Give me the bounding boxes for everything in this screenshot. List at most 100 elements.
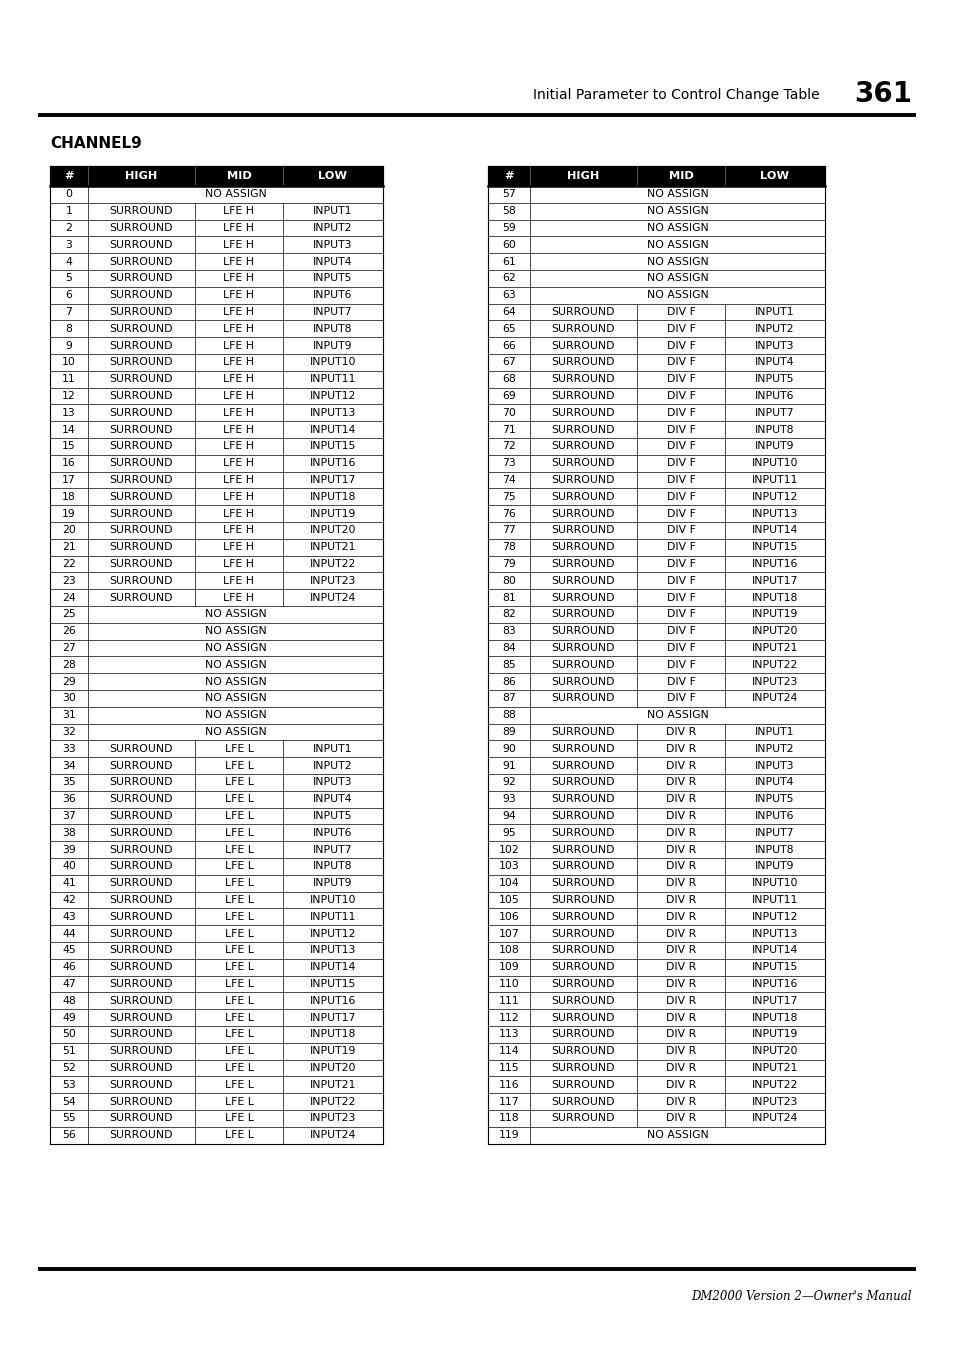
Bar [488, 790, 824, 808]
Text: 11: 11 [62, 374, 76, 384]
Bar [50, 354, 382, 370]
Bar [50, 320, 382, 338]
Text: 53: 53 [62, 1079, 76, 1090]
Text: SURROUND: SURROUND [551, 794, 615, 804]
Text: 70: 70 [501, 408, 516, 417]
Bar [488, 892, 824, 908]
Text: SURROUND: SURROUND [551, 844, 615, 855]
Text: SURROUND: SURROUND [110, 593, 173, 603]
Bar [50, 438, 382, 455]
Text: NO ASSIGN: NO ASSIGN [204, 643, 266, 653]
Text: INPUT11: INPUT11 [310, 912, 355, 921]
Text: SURROUND: SURROUND [110, 761, 173, 770]
Text: SURROUND: SURROUND [110, 257, 173, 266]
Text: 102: 102 [498, 844, 518, 855]
Text: 73: 73 [501, 458, 516, 469]
Text: SURROUND: SURROUND [551, 627, 615, 636]
Text: LFE L: LFE L [224, 946, 253, 955]
Text: SURROUND: SURROUND [551, 340, 615, 351]
Text: DIV F: DIV F [666, 492, 695, 501]
Text: 75: 75 [501, 492, 516, 501]
Text: DIV F: DIV F [666, 677, 695, 686]
Text: DIV R: DIV R [665, 1046, 696, 1056]
Bar [488, 505, 824, 521]
Text: SURROUND: SURROUND [551, 442, 615, 451]
Text: LFE H: LFE H [223, 207, 254, 216]
Bar [488, 657, 824, 673]
Bar [488, 623, 824, 639]
Bar [50, 422, 382, 438]
Text: INPUT18: INPUT18 [310, 492, 355, 501]
Bar [488, 993, 824, 1009]
Bar [50, 858, 382, 875]
Text: SURROUND: SURROUND [551, 358, 615, 367]
Bar [488, 690, 824, 707]
Text: 111: 111 [498, 996, 518, 1005]
Text: INPUT12: INPUT12 [751, 912, 798, 921]
Text: INPUT6: INPUT6 [755, 811, 794, 821]
Bar [488, 959, 824, 975]
Text: DIV F: DIV F [666, 542, 695, 553]
Text: 54: 54 [62, 1097, 76, 1106]
Text: SURROUND: SURROUND [551, 408, 615, 417]
Text: NO ASSIGN: NO ASSIGN [204, 659, 266, 670]
Text: INPUT24: INPUT24 [751, 1113, 798, 1124]
Text: DIV F: DIV F [666, 643, 695, 653]
Bar [488, 607, 824, 623]
Text: DIV R: DIV R [665, 1113, 696, 1124]
Text: LFE H: LFE H [223, 559, 254, 569]
Text: INPUT2: INPUT2 [313, 761, 353, 770]
Text: INPUT2: INPUT2 [755, 324, 794, 334]
Text: LFE H: LFE H [223, 257, 254, 266]
Bar [50, 286, 382, 304]
Text: NO ASSIGN: NO ASSIGN [204, 727, 266, 738]
Bar [488, 824, 824, 842]
Text: INPUT11: INPUT11 [751, 894, 798, 905]
Text: INPUT19: INPUT19 [310, 508, 355, 519]
Text: INPUT13: INPUT13 [751, 928, 798, 939]
Text: NO ASSIGN: NO ASSIGN [204, 189, 266, 200]
Text: SURROUND: SURROUND [551, 458, 615, 469]
Text: 110: 110 [498, 979, 518, 989]
Bar [50, 1043, 382, 1059]
Bar [488, 404, 824, 422]
Bar [488, 774, 824, 790]
Text: INPUT20: INPUT20 [751, 627, 798, 636]
Text: 6: 6 [66, 290, 72, 300]
Text: 109: 109 [498, 962, 518, 973]
Bar [488, 253, 824, 270]
Text: INPUT13: INPUT13 [310, 946, 355, 955]
Bar [488, 925, 824, 942]
Text: INPUT5: INPUT5 [313, 811, 353, 821]
Bar [50, 942, 382, 959]
Text: 23: 23 [62, 576, 76, 586]
Text: SURROUND: SURROUND [551, 962, 615, 973]
Text: SURROUND: SURROUND [110, 1046, 173, 1056]
Bar [50, 623, 382, 639]
Text: INPUT21: INPUT21 [751, 1063, 798, 1073]
Text: INPUT23: INPUT23 [310, 1113, 355, 1124]
Text: DIV R: DIV R [665, 794, 696, 804]
Text: DIV F: DIV F [666, 693, 695, 704]
Text: INPUT16: INPUT16 [310, 458, 355, 469]
Text: 15: 15 [62, 442, 76, 451]
Bar [50, 220, 382, 236]
Text: SURROUND: SURROUND [551, 1013, 615, 1023]
Text: SURROUND: SURROUND [551, 659, 615, 670]
Text: SURROUND: SURROUND [551, 1029, 615, 1039]
Text: INPUT12: INPUT12 [751, 492, 798, 501]
Bar [50, 203, 382, 220]
Text: SURROUND: SURROUND [110, 996, 173, 1005]
Text: 21: 21 [62, 542, 76, 553]
Text: INPUT3: INPUT3 [313, 777, 353, 788]
Text: 28: 28 [62, 659, 76, 670]
Text: SURROUND: SURROUND [551, 307, 615, 317]
Text: INPUT14: INPUT14 [310, 424, 355, 435]
Text: DIV F: DIV F [666, 307, 695, 317]
Text: 95: 95 [501, 828, 516, 838]
Text: SURROUND: SURROUND [551, 912, 615, 921]
Text: INPUT24: INPUT24 [310, 593, 355, 603]
Text: 62: 62 [501, 273, 516, 284]
Text: NO ASSIGN: NO ASSIGN [646, 207, 708, 216]
Bar [50, 370, 382, 388]
